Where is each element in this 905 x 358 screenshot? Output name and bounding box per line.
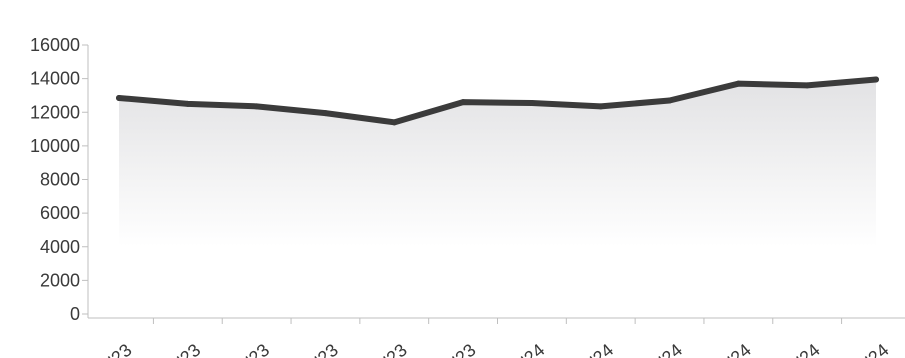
x-tick-label: '23 xyxy=(105,340,136,358)
y-tick-label: 2000 xyxy=(40,270,80,290)
y-tick-label: 6000 xyxy=(40,203,80,223)
y-tick-label: 10000 xyxy=(30,136,80,156)
data-point xyxy=(666,97,673,104)
y-tick-label: 0 xyxy=(70,304,80,324)
x-tick-label: '24 xyxy=(518,340,549,358)
x-tick-label: '23 xyxy=(380,340,411,358)
data-point xyxy=(116,94,122,101)
x-tick-label: '24 xyxy=(586,340,617,358)
data-point xyxy=(253,103,260,110)
x-tick-label: '23 xyxy=(449,340,480,358)
data-point xyxy=(322,110,329,117)
x-tick-label: '23 xyxy=(242,340,273,358)
y-tick-label: 12000 xyxy=(30,102,80,122)
data-point xyxy=(184,100,191,107)
data-point xyxy=(735,80,742,87)
y-tick-label: 16000 xyxy=(30,35,80,55)
x-tick-label: '23 xyxy=(311,340,342,358)
series-line xyxy=(116,76,879,126)
data-point xyxy=(391,119,398,126)
y-tick-label: 14000 xyxy=(30,69,80,89)
data-point xyxy=(804,82,811,89)
x-axis: '23 '23 '23 '23 '23 '23 '24 '24 '24 '24 '24 '24 xyxy=(88,317,905,358)
y-tick-label: 4000 xyxy=(40,237,80,257)
series-area-fill xyxy=(119,79,876,247)
plot-area xyxy=(116,76,879,247)
y-tick-label: 8000 xyxy=(40,170,80,190)
data-point xyxy=(873,76,879,83)
data-point xyxy=(528,100,535,107)
x-tick-label: '23 xyxy=(174,340,205,358)
x-tick-label: '24 xyxy=(862,340,893,358)
y-axis: 0 2000 4000 6000 8000 10000 12000 14000 16000 xyxy=(30,35,89,324)
data-point xyxy=(460,99,467,106)
x-tick-label: '24 xyxy=(655,340,686,358)
x-tick-label: '24 xyxy=(724,340,755,358)
data-point xyxy=(597,103,604,110)
x-tick-label: '24 xyxy=(793,340,824,358)
